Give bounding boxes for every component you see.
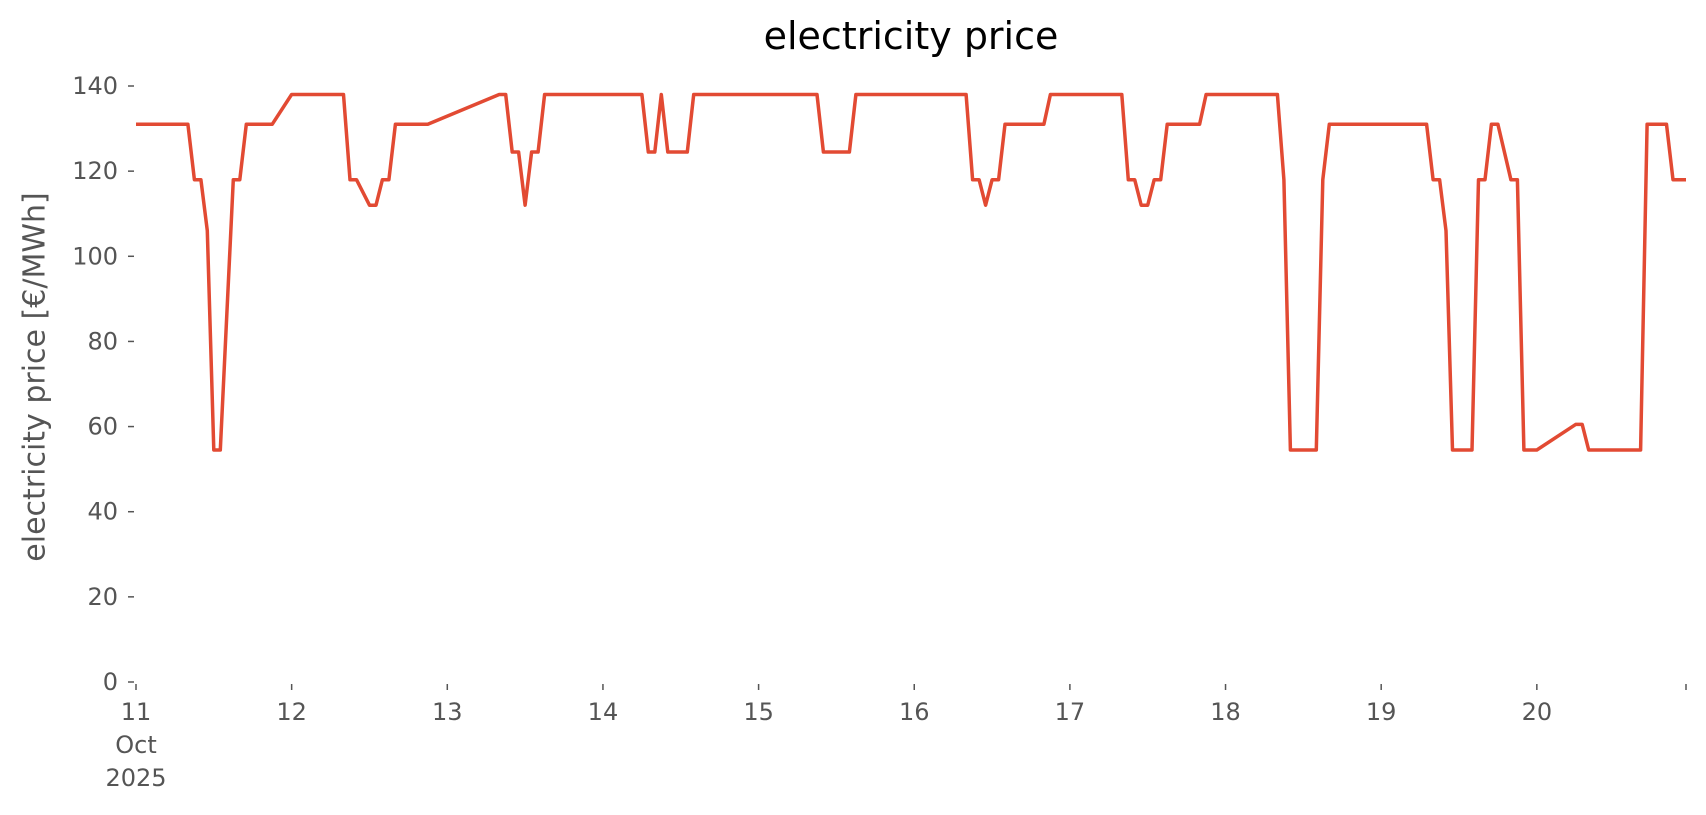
x-axis: 11 Oct 2025 12 13 14 15 16 17 18 19 20 <box>105 684 1687 792</box>
chart-title: electricity price <box>763 14 1059 58</box>
x-tick-label: 19 <box>1366 698 1397 726</box>
y-tick-label: 20 <box>87 583 118 611</box>
x-tick-label: 2025 <box>105 764 166 792</box>
x-tick-label: 16 <box>899 698 930 726</box>
x-tick-label: 14 <box>588 698 619 726</box>
x-tick-label: 15 <box>743 698 774 726</box>
y-axis: 0 20 40 60 80 100 120 140 <box>72 72 134 696</box>
y-tick-label: 140 <box>72 72 118 100</box>
y-tick-label: 40 <box>87 498 118 526</box>
y-tick-label: 60 <box>87 413 118 441</box>
x-tick-label: 18 <box>1210 698 1241 726</box>
x-tick-label: 13 <box>432 698 463 726</box>
series-layer <box>136 92 1686 452</box>
x-tick-label: 20 <box>1522 698 1553 726</box>
y-tick-label: 80 <box>87 327 118 355</box>
y-tick-label: 100 <box>72 242 118 270</box>
x-tick-label: 12 <box>276 698 307 726</box>
y-tick-label: 120 <box>72 157 118 185</box>
y-tick-label: 0 <box>103 668 118 696</box>
x-tick-label: 11 <box>121 698 152 726</box>
price-series-line <box>136 92 1686 452</box>
x-tick-label: 17 <box>1055 698 1086 726</box>
x-tick-label: Oct <box>115 731 157 759</box>
